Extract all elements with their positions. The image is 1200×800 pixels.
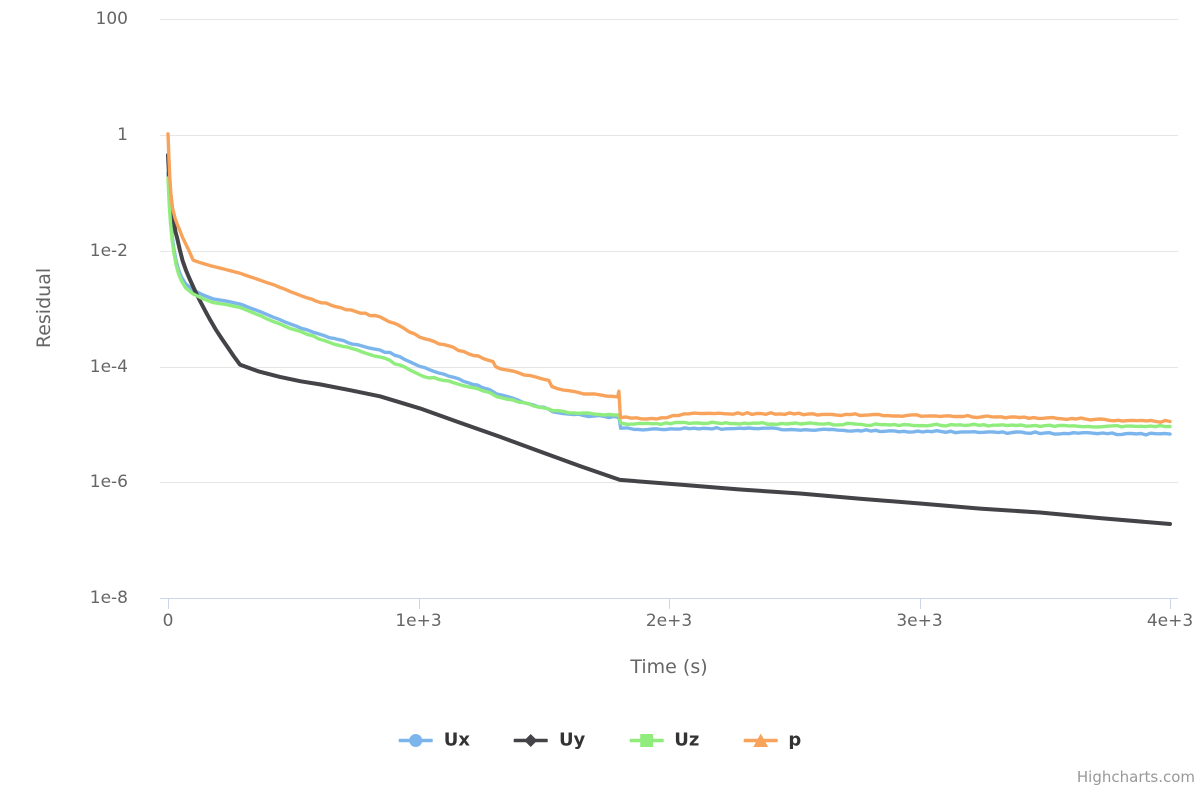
series-line-uy[interactable] [166, 153, 1172, 526]
triangle-marker-icon [743, 733, 778, 747]
legend-item-p[interactable]: p [743, 730, 801, 751]
x-tick-label: 3e+3 [896, 611, 943, 631]
legend-diamond [524, 733, 538, 747]
square-marker-icon [629, 733, 664, 747]
legend-item-uz[interactable]: Uz [629, 730, 699, 751]
x-tick-label: 4e+3 [1146, 611, 1194, 631]
legend-label: Uz [674, 729, 700, 751]
series-line-ux[interactable] [166, 171, 1172, 437]
legend-label: Uy [558, 729, 586, 751]
y-tick-label: 1e-6 [89, 472, 128, 493]
legend-label: p [788, 729, 802, 751]
diamond-marker-icon [513, 733, 548, 747]
legend-square [639, 733, 653, 747]
x-axis-title: Time (s) [630, 656, 708, 678]
legend-item-uy[interactable]: Uy [513, 729, 586, 751]
x-tick-label: 1e+3 [395, 611, 442, 631]
legend-circle [409, 733, 423, 747]
x-tick-label: 0 [162, 611, 174, 631]
legend: Ux Uy Uz p [398, 729, 801, 751]
circle-marker-icon [398, 733, 433, 747]
y-tick-label: 1e-8 [89, 588, 128, 608]
y-tick-label: 100 [95, 9, 128, 30]
legend-item-ux[interactable]: Ux [398, 729, 470, 751]
y-tick-label: 1e-2 [89, 240, 128, 261]
x-tick-label: 2e+3 [645, 611, 693, 631]
y-tick-label: 1 [117, 125, 128, 145]
credits-link[interactable]: Highcharts.com [1076, 768, 1195, 786]
series-line-uz[interactable] [166, 176, 1172, 429]
y-tick-label: 1e-4 [89, 356, 128, 377]
legend-label: Ux [443, 729, 470, 751]
y-axis-title: Residual [33, 267, 55, 349]
series-line-p[interactable] [166, 132, 1172, 424]
legend-triangle [752, 733, 768, 747]
